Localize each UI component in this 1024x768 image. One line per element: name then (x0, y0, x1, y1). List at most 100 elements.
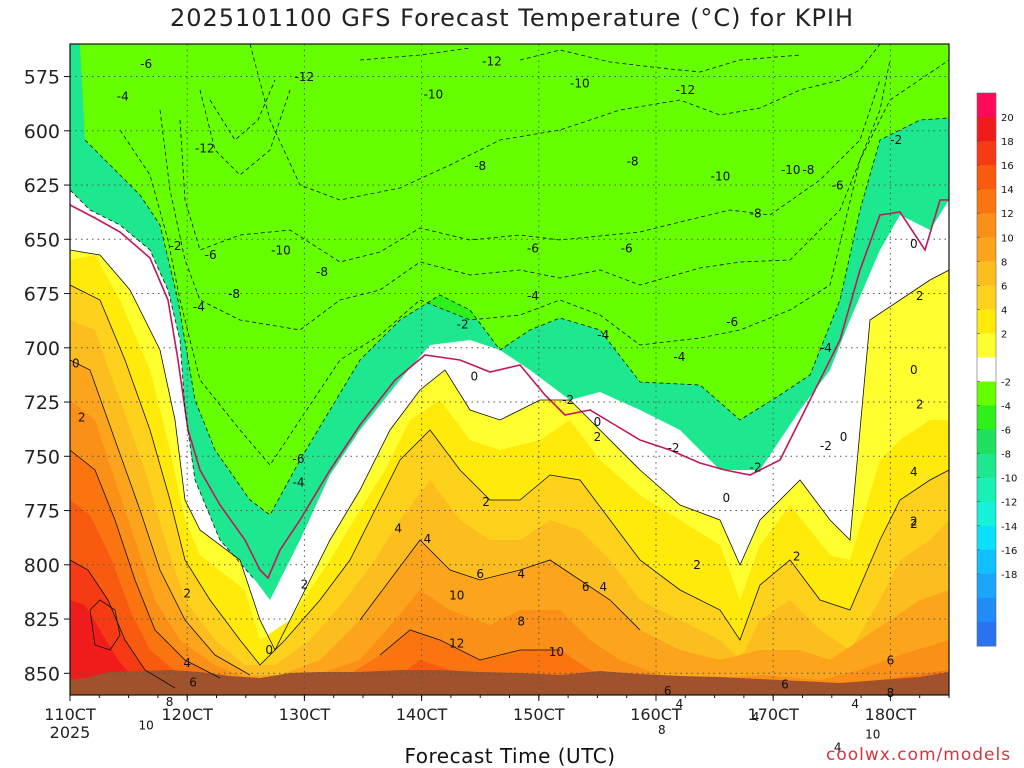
chart-title: 2025101100 GFS Forecast Temperature (°C)… (169, 4, 855, 32)
contour-value-label: 6 (781, 677, 789, 691)
contour-value-label: 0 (910, 237, 918, 251)
contour-value-label: 2 (301, 578, 309, 592)
colorbar-swatch (977, 189, 996, 214)
contour-value-label: -2 (169, 239, 181, 253)
colorbar-swatch (977, 357, 996, 383)
colorbar-label: -18 (1001, 570, 1017, 581)
colorbar-swatch (977, 117, 996, 142)
grid-lines (70, 44, 949, 695)
contour-value-label: 4 (676, 697, 684, 711)
contour-value-label: 4 (517, 567, 525, 581)
contour-value-label: -10 (570, 76, 590, 90)
contour-value-label: 2 (910, 515, 918, 529)
contour-value-label: 0 (910, 363, 918, 377)
colorbar-swatch (977, 597, 996, 623)
colorbar-label: -2 (1001, 378, 1011, 389)
colorbar-label: 20 (1001, 113, 1014, 124)
contour-value-label: 2 (916, 289, 924, 303)
contour-value-label: -4 (193, 300, 205, 314)
colorbar-label: 10 (1001, 233, 1014, 244)
y-tick-label: 675 (24, 284, 60, 306)
contour-value-label: 8 (517, 615, 525, 629)
ground-terrain (70, 670, 949, 695)
contour-value-label: -6 (140, 57, 152, 71)
contour-value-label: -4 (117, 89, 129, 103)
contour-value-label: -6 (621, 241, 633, 255)
x-axis-label: Forecast Time (UTC) (404, 744, 616, 768)
contour-value-label: 4 (599, 580, 607, 594)
contour-value-label: -4 (597, 328, 609, 342)
colorbar-swatch (977, 309, 996, 334)
contour-value-label: -2 (750, 460, 762, 474)
contour-value-label: -6 (726, 315, 738, 329)
colorbar-label: 14 (1001, 185, 1014, 196)
contour-value-label: 4 (424, 532, 432, 546)
contour-value-label: -10 (711, 170, 731, 184)
contour-value-label: -10 (424, 87, 444, 101)
colorbar-swatch (977, 477, 996, 503)
contour-value-label: -6 (205, 248, 217, 262)
contour-value-label: 10 (139, 719, 154, 733)
contour-value-label: 2 (594, 430, 602, 444)
contour-value-label: 6 (476, 567, 484, 581)
contour-value-label: 10 (449, 589, 464, 603)
colorbar-label: 16 (1001, 161, 1014, 172)
y-tick-label: 825 (24, 609, 60, 631)
contour-value-label: 2 (910, 517, 918, 531)
colorbar-swatch (977, 285, 996, 310)
colorbar-label: -12 (1001, 498, 1017, 509)
colorbar-swatch (977, 93, 996, 118)
contour-value-label: 4 (851, 697, 859, 711)
contour-value-label: 4 (394, 521, 402, 535)
y-tick-label: 800 (24, 555, 60, 577)
contour-value-label: -10 (271, 243, 291, 257)
x-tick-label: 130CT (279, 705, 331, 724)
contour-value-label: 4 (834, 740, 842, 754)
x-tick-label: 140CT (396, 705, 448, 724)
colorbar-swatch (977, 549, 996, 575)
contour-value-label: -4 (820, 341, 832, 355)
colorbar-swatch (977, 381, 996, 407)
x-tick-label: 160CT (630, 705, 682, 724)
contour-value-label: 2 (916, 398, 924, 412)
contour-value-label: 0 (265, 643, 273, 657)
colorbar-swatch (977, 573, 996, 599)
contour-value-label: 10 (865, 727, 880, 741)
colorbar-swatch (977, 333, 996, 358)
x-tick-label: 170CT (747, 705, 799, 724)
time-axis: 110CT 120CT 130CT 140CT 150CT 160CT 170CT 180CT… (44, 695, 950, 742)
contour-value-label: -4 (293, 476, 305, 490)
contour-value-label: 4 (752, 710, 760, 724)
contour-value-label: -10 (781, 163, 801, 177)
temperature-fill-layer (70, 44, 949, 695)
contour-value-label: 0 (722, 491, 730, 505)
contour-value-label: -8 (474, 159, 486, 173)
contour-value-label: -2 (562, 393, 574, 407)
contour-value-label: 6 (664, 684, 672, 698)
y-tick-label: 575 (24, 67, 60, 89)
colorbar-swatch (977, 501, 996, 527)
colorbar-label: -8 (1001, 450, 1011, 461)
colorbar-label: 4 (1001, 305, 1007, 316)
colorbar-swatch (977, 165, 996, 190)
contour-value-label: -4 (673, 350, 685, 364)
zero-isotherm-line (70, 199, 949, 580)
contour-value-label: 6 (887, 654, 895, 668)
colorbar-label: 12 (1001, 209, 1014, 220)
colorbar-swatch (977, 213, 996, 238)
colorbar-swatch (977, 261, 996, 286)
colorbar-frame (976, 92, 997, 647)
colorbar-swatch (977, 237, 996, 262)
colorbar-label: -4 (1001, 402, 1011, 413)
contour-value-label: 4 (183, 656, 191, 670)
contour-value-label: 0 (594, 415, 602, 429)
credit-link[interactable]: coolwx.com/models (826, 745, 1012, 765)
contour-value-label: -8 (228, 287, 240, 301)
colorbar-swatch (977, 429, 996, 455)
contour-value-label: 2 (793, 549, 801, 563)
contour-value-label: -2 (820, 439, 832, 453)
contour-value-label: -12 (195, 142, 215, 156)
colorbar-label: -16 (1001, 546, 1017, 557)
contour-value-label: -6 (832, 178, 844, 192)
